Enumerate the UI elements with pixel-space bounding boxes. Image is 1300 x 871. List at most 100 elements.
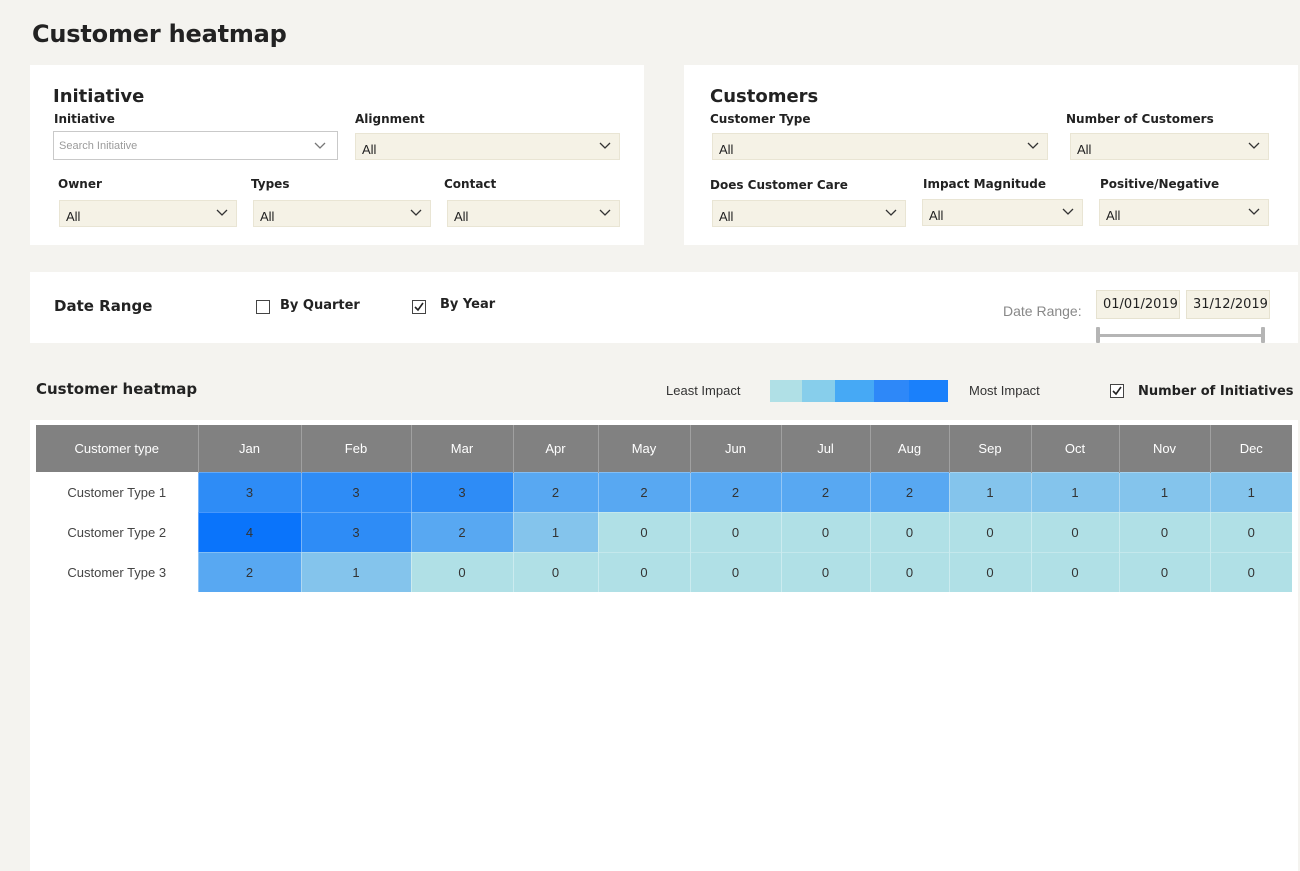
by-year-label: By Year	[440, 297, 496, 312]
heatmap-cell[interactable]: 0	[597, 511, 690, 552]
initiative-label: Initiative	[54, 112, 115, 126]
date-slider-track[interactable]	[1098, 334, 1264, 337]
initiative-panel-title: Initiative	[53, 86, 145, 107]
column-header-customer-type[interactable]: Customer type	[36, 425, 198, 472]
alignment-dropdown[interactable]: All	[355, 133, 620, 160]
initiative-search-placeholder: Search Initiative	[59, 140, 138, 152]
positive-negative-dropdown[interactable]: All	[1099, 199, 1269, 226]
types-value: All	[260, 209, 275, 224]
heatmap-cell[interactable]: 3	[410, 471, 513, 512]
row-label: Customer Type 3	[36, 552, 198, 592]
heatmap-cell[interactable]: 0	[1030, 551, 1119, 592]
column-header-aug[interactable]: Aug	[869, 425, 949, 472]
heatmap-cell[interactable]: 2	[512, 471, 598, 512]
date-start-input[interactable]: 01/01/2019	[1096, 290, 1180, 319]
page-title: Customer heatmap	[32, 20, 287, 48]
heatmap-cell[interactable]: 0	[410, 551, 513, 592]
column-header-nov[interactable]: Nov	[1118, 425, 1210, 472]
heatmap-cell[interactable]: 0	[869, 551, 949, 592]
heatmap-cell[interactable]: 0	[1118, 551, 1210, 592]
heatmap-header-row: Customer type Jan Feb Mar Apr May Jun Jul Aug Sep…	[36, 425, 1292, 472]
heatmap-cell[interactable]: 0	[948, 551, 1031, 592]
heatmap-cell[interactable]: 3	[300, 471, 411, 512]
heatmap-cell[interactable]: 0	[689, 551, 781, 592]
chevron-down-icon	[314, 142, 326, 149]
heatmap-cell[interactable]: 0	[689, 511, 781, 552]
column-header-dec[interactable]: Dec	[1209, 425, 1292, 472]
heatmap-cell[interactable]: 0	[1209, 551, 1292, 592]
positive-negative-value: All	[1106, 208, 1121, 223]
heatmap-cell[interactable]: 3	[300, 511, 411, 552]
heatmap-cell[interactable]: 1	[300, 551, 411, 592]
chevron-down-icon	[1062, 208, 1074, 215]
date-end-input[interactable]: 31/12/2019	[1186, 290, 1270, 319]
heatmap-cell[interactable]: 2	[410, 511, 513, 552]
legend-swatch	[874, 380, 909, 402]
heatmap-cell[interactable]: 0	[780, 511, 870, 552]
by-quarter-checkbox[interactable]	[256, 300, 270, 314]
initiative-filter-panel: Initiative Initiative Search Initiative …	[30, 65, 644, 245]
heatmap-cell[interactable]: 0	[1030, 511, 1119, 552]
impact-magnitude-dropdown[interactable]: All	[922, 199, 1083, 226]
owner-dropdown[interactable]: All	[59, 200, 237, 227]
column-header-mar[interactable]: Mar	[410, 425, 513, 472]
column-header-apr[interactable]: Apr	[512, 425, 598, 472]
date-slider-end-handle[interactable]	[1261, 327, 1265, 343]
initiative-search-input[interactable]: Search Initiative	[53, 131, 338, 160]
heatmap-cell[interactable]: 1	[1118, 471, 1210, 512]
legend-swatch	[835, 380, 874, 402]
number-of-initiatives-checkbox[interactable]	[1110, 384, 1124, 398]
number-of-customers-label: Number of Customers	[1066, 112, 1214, 126]
heatmap-cell[interactable]: 2	[597, 471, 690, 512]
heatmap-cell[interactable]: 2	[197, 551, 301, 592]
legend-swatch	[770, 380, 802, 402]
number-of-customers-dropdown[interactable]: All	[1070, 133, 1269, 160]
heatmap-cell[interactable]: 2	[689, 471, 781, 512]
heatmap-cell[interactable]: 0	[512, 551, 598, 592]
column-header-may[interactable]: May	[597, 425, 690, 472]
customer-type-value: All	[719, 142, 734, 157]
heatmap-cell[interactable]: 1	[948, 471, 1031, 512]
contact-value: All	[454, 209, 469, 224]
chevron-down-icon	[1248, 142, 1260, 149]
heatmap-cell[interactable]: 0	[1209, 511, 1292, 552]
by-year-checkbox[interactable]	[412, 300, 426, 314]
date-slider-start-handle[interactable]	[1096, 327, 1100, 343]
date-range-panel: Date Range By Quarter By Year Date Range…	[30, 272, 1298, 343]
contact-dropdown[interactable]: All	[447, 200, 620, 227]
column-header-oct[interactable]: Oct	[1030, 425, 1119, 472]
heatmap-cell[interactable]: 0	[948, 511, 1031, 552]
row-label: Customer Type 2	[36, 512, 198, 552]
does-customer-care-dropdown[interactable]: All	[712, 200, 906, 227]
column-header-jul[interactable]: Jul	[780, 425, 870, 472]
heatmap-cell[interactable]: 4	[197, 511, 301, 552]
heatmap-cell[interactable]: 2	[869, 471, 949, 512]
customer-type-dropdown[interactable]: All	[712, 133, 1048, 160]
column-header-jan[interactable]: Jan	[197, 425, 301, 472]
heatmap-cell[interactable]: 1	[1209, 471, 1292, 512]
heatmap-cell[interactable]: 2	[780, 471, 870, 512]
check-icon	[414, 302, 424, 312]
column-header-sep[interactable]: Sep	[948, 425, 1031, 472]
alignment-label: Alignment	[355, 112, 425, 126]
row-label: Customer Type 1	[36, 472, 198, 512]
chevron-down-icon	[216, 209, 228, 216]
heatmap-cell[interactable]: 1	[512, 511, 598, 552]
impact-magnitude-value: All	[929, 208, 944, 223]
types-dropdown[interactable]: All	[253, 200, 431, 227]
heatmap-cell[interactable]: 1	[1030, 471, 1119, 512]
heatmap-cell[interactable]: 3	[197, 471, 301, 512]
heatmap-cell[interactable]: 0	[597, 551, 690, 592]
heatmap-cell[interactable]: 0	[1118, 511, 1210, 552]
positive-negative-label: Positive/Negative	[1100, 177, 1220, 191]
heatmap-cell[interactable]: 0	[869, 511, 949, 552]
check-icon	[1112, 386, 1122, 396]
column-header-feb[interactable]: Feb	[300, 425, 411, 472]
types-label: Types	[251, 177, 290, 191]
date-range-field-label: Date Range:	[1003, 303, 1082, 319]
number-of-initiatives-label: Number of Initiatives	[1138, 384, 1294, 399]
column-header-jun[interactable]: Jun	[689, 425, 781, 472]
heatmap-cell[interactable]: 0	[780, 551, 870, 592]
